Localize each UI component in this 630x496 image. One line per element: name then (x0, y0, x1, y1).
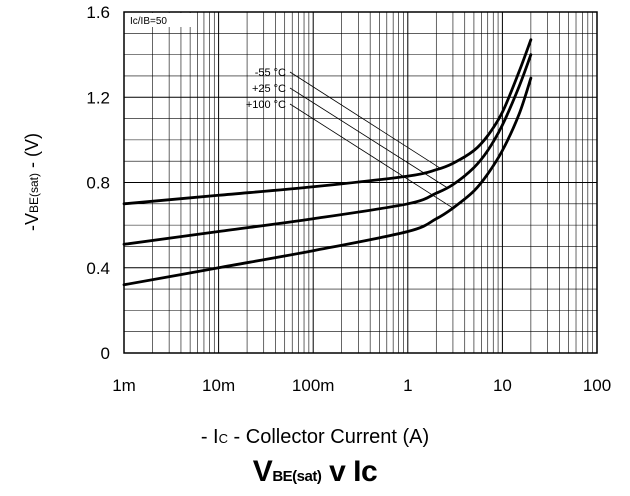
chart-title: VBE(sat) v Ic (252, 455, 378, 488)
chart: 1m 10m 100m 1 10 100 0 0.4 0.8 1.2 1.6 -55 °C +25 … (22, 3, 611, 395)
y-axis-label: -VBE(sat) - (V) (22, 133, 42, 231)
leader-line-1 (289, 87, 448, 188)
x-tick-label: 1m (112, 376, 136, 395)
y-tick-label: 0.4 (86, 259, 110, 278)
x-tick-label: 1 (403, 376, 412, 395)
y-tick-label: 0.8 (86, 174, 110, 193)
condition-label: Ic/IB=50 (130, 16, 167, 27)
legend-leader-lines (289, 71, 454, 209)
series-group (122, 38, 533, 287)
x-tick-label: 10m (202, 376, 235, 395)
plot-border (123, 11, 598, 354)
legend-label-2: +100 °C (246, 99, 286, 111)
condition-box (127, 13, 191, 27)
y-tick-labels: 0 0.4 0.8 1.2 1.6 (86, 3, 110, 363)
x-tick-labels: 1m 10m 100m 1 10 100 (112, 376, 611, 395)
legend: -55 °C +25 °C +100 °C (246, 67, 286, 111)
legend-label-0: -55 °C (255, 67, 286, 79)
grid (124, 12, 597, 353)
y-tick-label: 0 (101, 344, 110, 363)
x-axis-label: - IC - Collector Current (A) (200, 426, 430, 448)
legend-label-1: +25 °C (252, 83, 286, 95)
series-line-2 (122, 76, 533, 287)
y-tick-label: 1.2 (86, 88, 110, 107)
series-line-1 (122, 53, 533, 246)
series-line-0 (122, 38, 533, 206)
x-tick-label: 10 (493, 376, 512, 395)
leader-line-2 (289, 103, 454, 209)
leader-line-0 (289, 71, 441, 169)
y-tick-label: 1.6 (86, 3, 110, 22)
x-tick-label: 100 (583, 376, 611, 395)
x-tick-label: 100m (292, 376, 335, 395)
